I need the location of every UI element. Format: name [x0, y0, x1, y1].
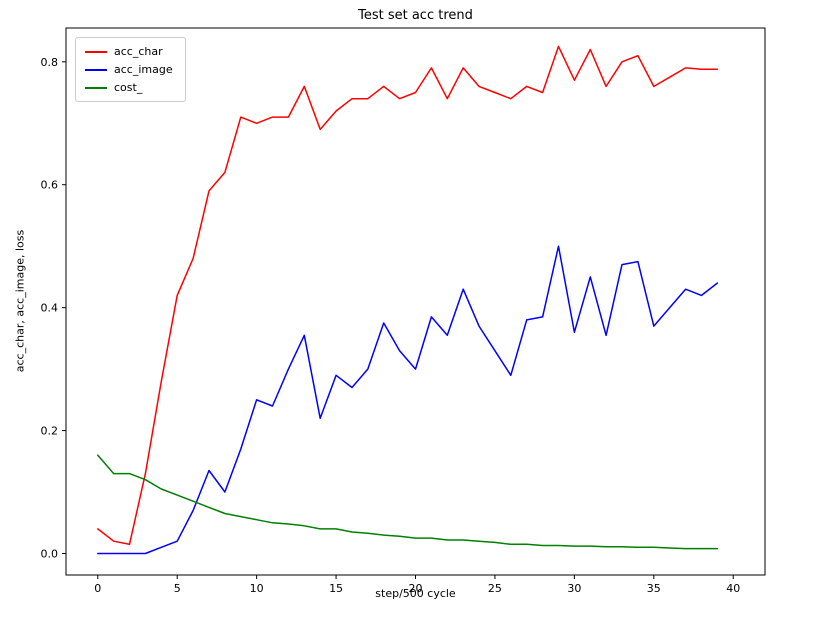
x-tick-label: 5 [174, 582, 181, 595]
chart-title: Test set acc trend [358, 8, 473, 23]
x-tick-label: 10 [250, 582, 264, 595]
legend-label: acc_image [114, 63, 173, 76]
legend-label: cost_ [114, 81, 143, 94]
legend-label: acc_char [114, 45, 163, 58]
y-tick-label: 0.4 [41, 302, 59, 315]
x-tick-label: 0 [94, 582, 101, 595]
y-tick-label: 0.8 [41, 56, 59, 69]
legend-entry-cost_: cost_ [85, 81, 173, 94]
series-line-acc_image [97, 245, 719, 555]
legend-entry-acc_image: acc_image [85, 63, 173, 76]
x-tick-label: 40 [726, 582, 740, 595]
y-tick-label: 0.0 [41, 547, 59, 560]
x-tick-label: 25 [488, 582, 502, 595]
legend-swatch-acc_image [85, 68, 107, 71]
y-tick-label: 0.2 [41, 425, 59, 438]
legend-swatch-cost_ [85, 86, 107, 89]
x-tick-label: 20 [409, 582, 423, 595]
series-line-acc_char [97, 45, 719, 546]
legend-entry-acc_char: acc_char [85, 45, 173, 58]
legend: acc_char acc_image cost_ [75, 37, 186, 102]
y-tick-label: 0.6 [41, 179, 59, 192]
x-tick-label: 35 [647, 582, 661, 595]
x-tick-label: 15 [329, 582, 343, 595]
legend-swatch-acc_char [85, 50, 107, 53]
x-tick-label: 30 [567, 582, 581, 595]
x-axis-label: step/500 cycle [375, 587, 456, 600]
series-line-cost_ [97, 454, 719, 550]
